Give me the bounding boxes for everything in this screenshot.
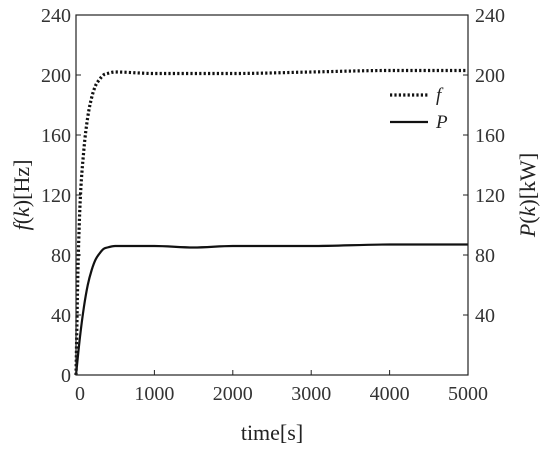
right-y-tick-label: 200 <box>475 65 505 87</box>
plot-frame <box>75 14 469 376</box>
x-tick-label: 4000 <box>370 383 410 405</box>
left-y-label-paren-close: ) <box>9 200 34 207</box>
right-y-label-var: k <box>515 205 540 216</box>
series-line-p <box>74 243 468 376</box>
left-y-tick-label: 160 <box>41 125 71 147</box>
x-tick-label: 3000 <box>291 383 331 405</box>
left-y-tick-label: 0 <box>61 365 71 387</box>
left-y-label-symbol: f <box>9 221 34 230</box>
left-y-axis-label: f(k)[Hz] <box>9 160 34 231</box>
plot-lines <box>74 68 468 376</box>
right-y-label-symbol: P <box>515 224 540 238</box>
x-axis-label: time[s] <box>241 420 303 445</box>
left-y-label-unit: [Hz] <box>9 160 34 200</box>
tick-labels: 0 1000 2000 3000 4000 5000 0 40 80 120 160 200 240 40… <box>41 5 505 405</box>
left-y-tick-label: 240 <box>41 5 71 27</box>
legend-label-p: P <box>435 112 448 133</box>
right-y-label-unit: [kW] <box>515 153 540 199</box>
left-y-label-paren-open: ( <box>9 217 34 224</box>
left-y-label-var: k <box>9 206 34 217</box>
right-y-tick-label: 160 <box>475 125 505 147</box>
left-y-tick-label: 200 <box>41 65 71 87</box>
x-tick-label: 1000 <box>134 383 174 405</box>
right-y-tick-label: 80 <box>475 245 495 267</box>
series-line-f <box>74 68 468 376</box>
x-tick-label: 0 <box>75 383 85 405</box>
legend-label-f: f <box>436 85 444 106</box>
left-y-tick-label: 80 <box>51 245 71 267</box>
x-tick-label: 5000 <box>448 383 488 405</box>
right-y-tick-label: 40 <box>475 305 495 327</box>
x-tick-label: 2000 <box>213 383 253 405</box>
left-y-tick-label: 40 <box>51 305 71 327</box>
right-y-tick-label: 240 <box>475 5 505 27</box>
left-y-tick-label: 120 <box>41 185 71 207</box>
right-y-axis-label: P(k)[kW] <box>515 153 540 238</box>
right-y-label-paren-close: ) <box>515 199 540 206</box>
right-y-tick-label: 120 <box>475 185 505 207</box>
axis-ticks <box>75 14 469 376</box>
legend: fP <box>390 85 448 133</box>
right-y-label-paren-open: ( <box>515 216 540 223</box>
